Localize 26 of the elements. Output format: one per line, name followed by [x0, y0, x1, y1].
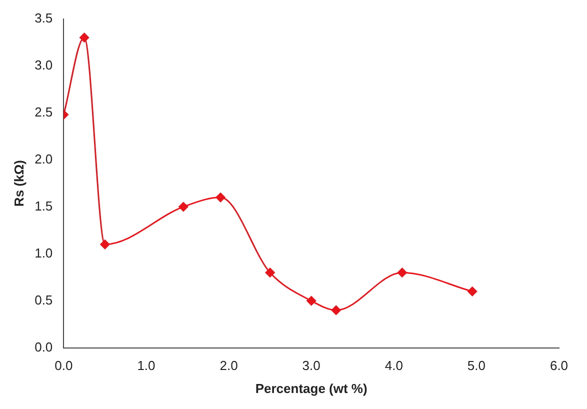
- point: [468, 286, 478, 296]
- y-tick-label: 2.5: [34, 104, 53, 120]
- point: [397, 268, 407, 278]
- point: [178, 202, 188, 212]
- y-tick-label: 3.0: [34, 57, 53, 72]
- y-tick-label: 1.5: [34, 198, 53, 214]
- y-tick-label: 2.0: [34, 151, 53, 166]
- y-tick-label: 1.0: [34, 245, 53, 260]
- y-tick-label: 0.0: [34, 339, 53, 354]
- y-tick-label: 3.5: [34, 10, 53, 26]
- x-tick-label: 3.0: [302, 358, 320, 374]
- point: [331, 305, 341, 315]
- point: [80, 32, 90, 42]
- x-tick-label: 6.0: [550, 358, 568, 374]
- point: [216, 192, 226, 202]
- x-tick-label: 1.0: [137, 358, 156, 374]
- point: [306, 296, 316, 306]
- x-tick-label: 0.0: [54, 358, 73, 374]
- x-tick-label: 5.0: [467, 358, 486, 374]
- y-axis-title: Rs (kΩ): [11, 160, 26, 207]
- point: [265, 268, 275, 278]
- y-tick-label: 0.5: [34, 292, 53, 308]
- point: [100, 240, 110, 250]
- x-tick-label: 2.0: [220, 358, 238, 374]
- x-tick-label: 4.0: [384, 358, 403, 374]
- x-axis-title: Percentage (wt %): [255, 380, 368, 396]
